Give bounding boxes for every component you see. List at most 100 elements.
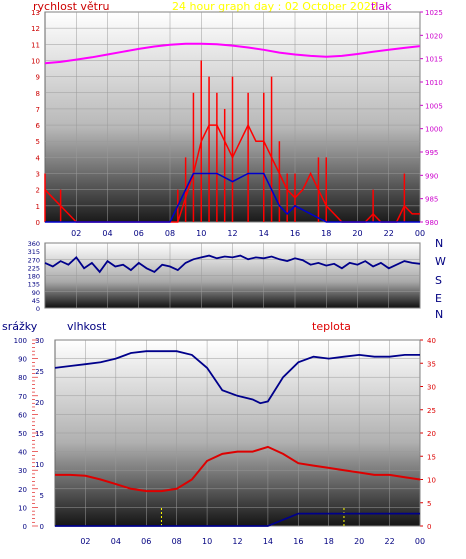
- time-tick-label: 22: [384, 229, 394, 238]
- humidity-tick-label: 25: [35, 368, 44, 376]
- pressure-line: [44, 42, 421, 65]
- wind-tick-label: 5: [36, 138, 40, 146]
- time-tick-label: 14: [259, 229, 269, 238]
- time-tick-label: 02: [71, 229, 81, 238]
- humidity-tick-label: 20: [35, 399, 44, 407]
- direction-tick-label: 315: [28, 248, 40, 256]
- rain-tick-label: 90: [18, 356, 27, 364]
- rain-tick-label: 50: [18, 430, 27, 438]
- humidity-label: vlhkost: [67, 320, 107, 333]
- pressure-tick-label: 985: [425, 196, 438, 204]
- time-tick-label: 22: [384, 537, 394, 546]
- direction-tick-label: 270: [28, 256, 40, 264]
- rain-tick-label: 20: [18, 486, 27, 494]
- time-tick-label: 08: [172, 537, 182, 546]
- compass-label: W: [435, 255, 446, 268]
- wind-tick-label: 8: [36, 90, 40, 98]
- time-tick-label: 20: [354, 537, 364, 546]
- time-tick-label: 12: [232, 537, 242, 546]
- wind-tick-label: 0: [36, 219, 40, 227]
- humidity-tick-label: 10: [35, 461, 44, 469]
- rain-tick-label: 80: [18, 374, 27, 382]
- wind-tick-label: 12: [31, 25, 40, 33]
- humidity-line: [54, 350, 420, 405]
- direction-tick-label: 135: [28, 281, 40, 289]
- time-tick-label: 06: [141, 537, 151, 546]
- time-tick-label: 02: [80, 537, 90, 546]
- wind-tick-label: 6: [36, 122, 41, 130]
- time-tick-label: 16: [290, 229, 300, 238]
- time-tick-label: 06: [134, 229, 144, 238]
- wind-tick-label: 2: [36, 187, 40, 195]
- compass-label: S: [435, 274, 442, 287]
- wind-tick-label: 10: [31, 57, 40, 65]
- direction-tick-label: 225: [28, 264, 40, 272]
- compass-label: N: [435, 237, 443, 250]
- time-tick-label: 18: [324, 537, 334, 546]
- time-tick-label: 14: [263, 537, 273, 546]
- wind-tick-label: 3: [36, 171, 40, 179]
- temperature-label: teplota: [312, 320, 351, 333]
- time-tick-label: 20: [352, 229, 362, 238]
- rain-tick-label: 0: [23, 523, 27, 531]
- avg-wind-line: [45, 172, 420, 223]
- time-tick-label: 18: [321, 229, 331, 238]
- temperature-tick-label: 5: [427, 500, 431, 508]
- temperature-tick-label: 35: [427, 360, 436, 368]
- direction-tick-label: 180: [28, 273, 40, 281]
- pressure-tick-label: 1025: [425, 9, 443, 17]
- compass-label: E: [435, 292, 442, 305]
- pressure-label: tlak: [371, 0, 392, 13]
- wind-tick-label: 11: [31, 41, 40, 49]
- compass-label: N: [435, 308, 443, 321]
- time-tick-label: 12: [227, 229, 237, 238]
- pressure-tick-label: 995: [425, 149, 438, 157]
- direction-tick-label: 0: [36, 305, 40, 313]
- wind-tick-label: 9: [36, 74, 40, 82]
- rain-tick-label: 10: [18, 504, 27, 512]
- rain-label: srážky: [2, 320, 38, 333]
- time-tick-label: 00: [415, 537, 425, 546]
- rain-tick-label: 100: [14, 337, 27, 345]
- humidity-tick-label: 30: [35, 337, 44, 345]
- time-tick-label: 08: [165, 229, 175, 238]
- humidity-tick-label: 15: [35, 430, 44, 438]
- time-tick-label: 04: [111, 537, 121, 546]
- humidity-tick-label: 5: [40, 492, 44, 500]
- temperature-tick-label: 0: [427, 523, 431, 531]
- wind-direction-line: [44, 254, 421, 274]
- rain-tick-label: 40: [18, 449, 27, 457]
- time-tick-label: 10: [202, 537, 212, 546]
- wind-tick-label: 7: [36, 106, 40, 114]
- temperature-tick-label: 25: [427, 407, 436, 415]
- direction-tick-label: 360: [28, 240, 40, 248]
- time-tick-label: 00: [415, 229, 425, 238]
- direction-tick-label: 45: [32, 297, 40, 305]
- temperature-tick-label: 15: [427, 453, 436, 461]
- pressure-tick-label: 990: [425, 172, 438, 180]
- pressure-tick-label: 1020: [425, 32, 443, 40]
- humidity-tick-label: 0: [40, 523, 44, 531]
- rain-tick-label: 70: [18, 393, 27, 401]
- temperature-tick-label: 20: [427, 430, 436, 438]
- rain-tick-label: 30: [18, 467, 27, 475]
- time-tick-label: 10: [196, 229, 206, 238]
- temperature-line: [55, 445, 421, 493]
- pressure-tick-label: 1010: [425, 79, 443, 87]
- graph-title: 24 hour graph day : 02 October 2022: [172, 0, 378, 13]
- pressure-tick-label: 1000: [425, 126, 443, 134]
- pressure-tick-label: 1015: [425, 56, 443, 64]
- temperature-tick-label: 30: [427, 384, 436, 392]
- rain-tick-label: 60: [18, 411, 27, 419]
- wind-speed-label: rychlost větru: [33, 0, 109, 13]
- wind-tick-label: 4: [36, 154, 41, 162]
- rain-line: [55, 512, 420, 527]
- temperature-tick-label: 40: [427, 337, 436, 345]
- time-tick-label: 04: [102, 229, 112, 238]
- wind-tick-label: 13: [31, 9, 40, 17]
- pressure-tick-label: 1005: [425, 102, 443, 110]
- wind-tick-label: 1: [36, 203, 40, 211]
- pressure-tick-label: 980: [425, 219, 438, 227]
